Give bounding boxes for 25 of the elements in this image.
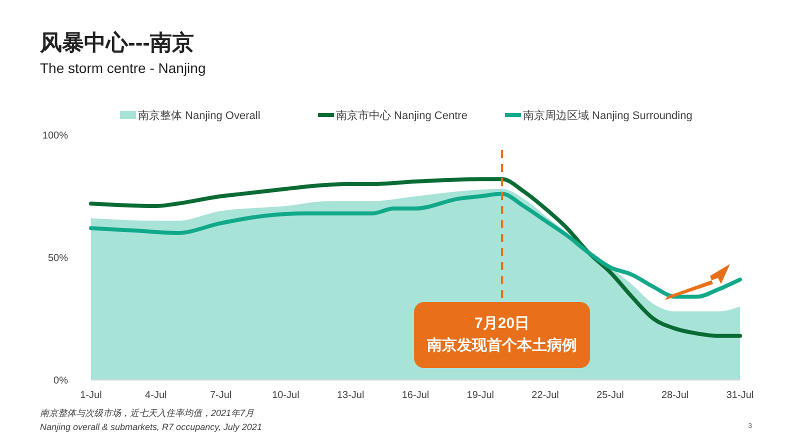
x-tick-label: 22-Jul bbox=[532, 390, 559, 401]
x-tick-label: 16-Jul bbox=[402, 390, 430, 401]
x-tick-label: 19-Jul bbox=[466, 390, 494, 401]
text: Nanjing overall & submarkets, R7 occupancy, July 2021 bbox=[40, 422, 262, 432]
text: 南京整体与次级市场，近七天入住率均值，2021年7月 bbox=[40, 408, 254, 418]
y-tick-label: 100% bbox=[42, 130, 68, 142]
x-tick-label: 28-Jul bbox=[661, 390, 689, 401]
chart-subtitle: The storm centre - Nanjing bbox=[40, 60, 206, 76]
x-tick-label: 10-Jul bbox=[272, 390, 300, 401]
x-tick-label: 25-Jul bbox=[596, 390, 624, 401]
line-series bbox=[89, 192, 742, 299]
annotation: 南京发现首个本土病例 bbox=[426, 336, 578, 354]
x-tick-label: 1-Jul bbox=[80, 390, 102, 401]
x-tick-label: 7-Jul bbox=[210, 390, 232, 401]
x-tick-label: 13-Jul bbox=[336, 390, 364, 401]
y-tick-label: 0% bbox=[54, 376, 68, 386]
y-tick-label: 50% bbox=[48, 253, 68, 264]
legend-label: 南京市中心 Nanjing Centre bbox=[336, 109, 468, 122]
x-tick-label: 31-Jul bbox=[726, 390, 754, 401]
legend-label: 南京整体 Nanjing Overall bbox=[138, 109, 260, 122]
ref-line-label: 7月20日 bbox=[474, 315, 530, 332]
x-tick-label: 4-Jul bbox=[145, 390, 167, 401]
chart-title: 风暴中心---南京 bbox=[39, 30, 194, 55]
line-series bbox=[89, 177, 742, 338]
legend-label: 南京周边区域 Nanjing Surrounding bbox=[523, 109, 692, 122]
